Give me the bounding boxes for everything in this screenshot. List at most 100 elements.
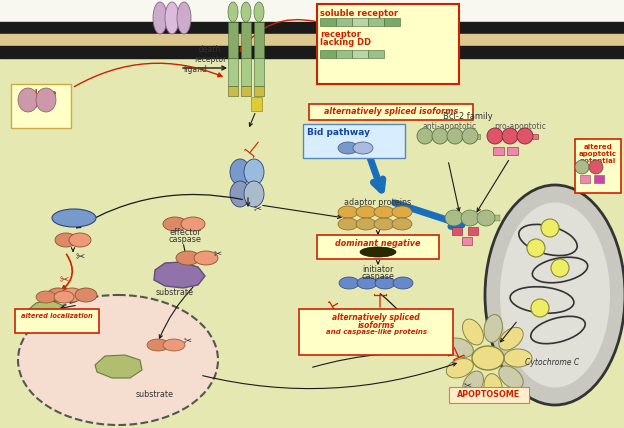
Ellipse shape	[517, 128, 533, 144]
Bar	[254, 58, 264, 86]
Ellipse shape	[417, 128, 433, 144]
Ellipse shape	[228, 2, 238, 22]
Bar	[241, 22, 251, 58]
Ellipse shape	[485, 185, 624, 405]
Ellipse shape	[461, 210, 479, 226]
Bar	[254, 22, 264, 58]
Ellipse shape	[36, 88, 56, 112]
FancyBboxPatch shape	[317, 4, 459, 84]
Ellipse shape	[374, 206, 394, 218]
Text: ✂: ✂	[53, 295, 62, 305]
Bar	[336, 50, 352, 58]
Bar	[320, 18, 336, 26]
Ellipse shape	[153, 2, 167, 34]
Text: substrate: substrate	[156, 288, 194, 297]
Text: Bcl-2 family: Bcl-2 family	[443, 112, 493, 121]
Ellipse shape	[472, 346, 504, 370]
Ellipse shape	[462, 319, 484, 345]
Ellipse shape	[499, 327, 523, 350]
FancyBboxPatch shape	[303, 124, 405, 158]
Ellipse shape	[356, 206, 376, 218]
Bar	[384, 18, 400, 26]
Bar	[228, 22, 238, 58]
FancyBboxPatch shape	[575, 139, 621, 193]
Ellipse shape	[69, 233, 91, 247]
Circle shape	[551, 259, 569, 277]
Ellipse shape	[254, 2, 264, 22]
Bar	[320, 50, 336, 58]
Bar	[368, 50, 384, 58]
Text: ✂: ✂	[59, 275, 69, 285]
Text: ✂: ✂	[214, 248, 222, 258]
Text: caspase: caspase	[361, 272, 394, 281]
Bar	[507, 147, 518, 155]
Ellipse shape	[36, 291, 56, 303]
Ellipse shape	[353, 142, 373, 154]
Ellipse shape	[55, 233, 77, 247]
Circle shape	[531, 299, 549, 317]
Ellipse shape	[477, 210, 495, 226]
Ellipse shape	[575, 160, 589, 174]
Text: effector: effector	[169, 228, 201, 237]
Circle shape	[541, 219, 559, 237]
Bar	[241, 58, 251, 86]
Text: APOPTOSOME: APOPTOSOME	[457, 390, 520, 399]
Text: lacking DD: lacking DD	[320, 38, 371, 47]
Ellipse shape	[230, 181, 250, 207]
Bar	[336, 18, 352, 26]
FancyBboxPatch shape	[449, 387, 529, 403]
Ellipse shape	[499, 366, 523, 389]
Ellipse shape	[339, 277, 359, 289]
Text: death
receptor: death receptor	[194, 45, 226, 64]
Ellipse shape	[484, 315, 502, 342]
Text: substrate: substrate	[136, 390, 174, 399]
Text: dominant negative: dominant negative	[335, 239, 421, 248]
Polygon shape	[95, 355, 142, 378]
Polygon shape	[28, 300, 64, 322]
Text: soluble
ligand: soluble ligand	[26, 89, 57, 108]
Text: ✂: ✂	[76, 252, 85, 262]
Text: Bid pathway: Bid pathway	[307, 128, 370, 137]
Bar	[468, 227, 478, 235]
Polygon shape	[154, 262, 205, 288]
Text: altered: altered	[583, 144, 612, 150]
Text: ✂: ✂	[184, 335, 192, 345]
Ellipse shape	[432, 128, 448, 144]
Ellipse shape	[18, 295, 218, 425]
Ellipse shape	[163, 339, 185, 351]
Ellipse shape	[356, 218, 376, 230]
Text: and caspase-like proteins: and caspase-like proteins	[326, 329, 426, 335]
Bar	[352, 50, 368, 58]
Ellipse shape	[392, 218, 412, 230]
Ellipse shape	[338, 206, 358, 218]
Ellipse shape	[360, 247, 396, 257]
FancyBboxPatch shape	[15, 309, 99, 333]
Ellipse shape	[18, 88, 38, 112]
Bar	[594, 175, 604, 183]
Ellipse shape	[500, 202, 610, 387]
Ellipse shape	[54, 291, 74, 303]
Ellipse shape	[487, 128, 503, 144]
Ellipse shape	[484, 374, 502, 401]
Ellipse shape	[504, 349, 532, 367]
Ellipse shape	[393, 277, 413, 289]
Text: soluble receptor: soluble receptor	[320, 9, 398, 18]
Text: alternatively spliced: alternatively spliced	[332, 313, 420, 322]
Text: potential: potential	[580, 158, 616, 164]
Text: isoforms: isoforms	[358, 321, 394, 330]
Ellipse shape	[447, 128, 463, 144]
Text: alternatively spliced isoforms: alternatively spliced isoforms	[324, 107, 458, 116]
Bar	[490, 134, 538, 139]
Ellipse shape	[502, 128, 518, 144]
Ellipse shape	[241, 2, 251, 22]
Ellipse shape	[244, 159, 264, 185]
Ellipse shape	[47, 288, 69, 302]
Ellipse shape	[338, 218, 358, 230]
Ellipse shape	[374, 218, 394, 230]
FancyBboxPatch shape	[11, 84, 71, 128]
Text: pro-apoptotic: pro-apoptotic	[494, 122, 546, 131]
Ellipse shape	[181, 217, 205, 231]
Bar	[420, 134, 480, 139]
Ellipse shape	[75, 288, 97, 302]
Bar	[452, 227, 462, 235]
